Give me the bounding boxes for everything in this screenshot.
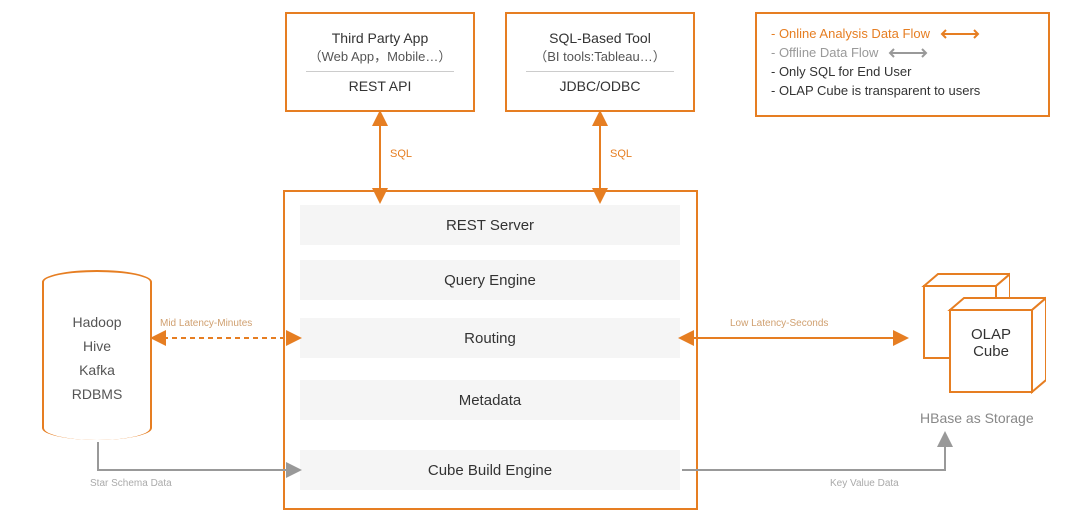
sql-label-left: SQL — [390, 148, 412, 160]
legend-note2: - OLAP Cube is transparent to users — [771, 81, 980, 100]
legend-online-text: - Online Analysis Data Flow — [771, 26, 930, 41]
legend-offline: - Offline Data Flow — [771, 43, 926, 62]
metadata-box: Metadata — [300, 380, 680, 420]
data-source-cylinder: Hadoop Hive Kafka RDBMS — [42, 270, 152, 440]
source-kafka: Kafka — [42, 358, 152, 382]
routing-box: Routing — [300, 318, 680, 358]
olap-cube-front: OLAP Cube — [936, 296, 1036, 396]
mid-latency-label: Mid Latency-Minutes — [160, 318, 252, 329]
rest-server-box: REST Server — [300, 205, 680, 245]
source-hive: Hive — [42, 334, 152, 358]
source-hadoop: Hadoop — [42, 310, 152, 334]
star-schema-label: Star Schema Data — [90, 478, 172, 489]
third-party-line1: Third Party App — [332, 30, 429, 46]
legend-offline-text: - Offline Data Flow — [771, 45, 878, 60]
third-party-line2: （Web App，Mobile…） — [309, 46, 452, 65]
sql-tool-sub: JDBC/ODBC — [560, 78, 641, 94]
legend-online-arrow — [938, 33, 978, 35]
cube-build-box: Cube Build Engine — [300, 450, 680, 490]
hbase-label: HBase as Storage — [920, 410, 1034, 426]
legend-online: - Online Analysis Data Flow — [771, 24, 978, 43]
sql-label-right: SQL — [610, 148, 632, 160]
sql-tool-line2: （BI tools:Tableau…） — [534, 46, 666, 65]
legend-offline-arrow — [886, 52, 926, 54]
cube-text: Cube — [956, 343, 1026, 360]
divider — [526, 71, 675, 72]
query-engine-box: Query Engine — [300, 260, 680, 300]
third-party-sub: REST API — [349, 78, 412, 94]
legend-note1: - Only SQL for End User — [771, 62, 911, 81]
low-latency-label: Low Latency-Seconds — [730, 318, 828, 329]
source-rdbms: RDBMS — [42, 382, 152, 406]
sql-tool-line1: SQL-Based Tool — [549, 30, 651, 46]
divider — [306, 71, 455, 72]
olap-text: OLAP — [956, 326, 1026, 343]
legend-box: - Online Analysis Data Flow - Offline Da… — [755, 12, 1050, 117]
key-value-label: Key Value Data — [830, 478, 899, 489]
third-party-box: Third Party App （Web App，Mobile…） REST A… — [285, 12, 475, 112]
sql-tool-box: SQL-Based Tool （BI tools:Tableau…） JDBC/… — [505, 12, 695, 112]
